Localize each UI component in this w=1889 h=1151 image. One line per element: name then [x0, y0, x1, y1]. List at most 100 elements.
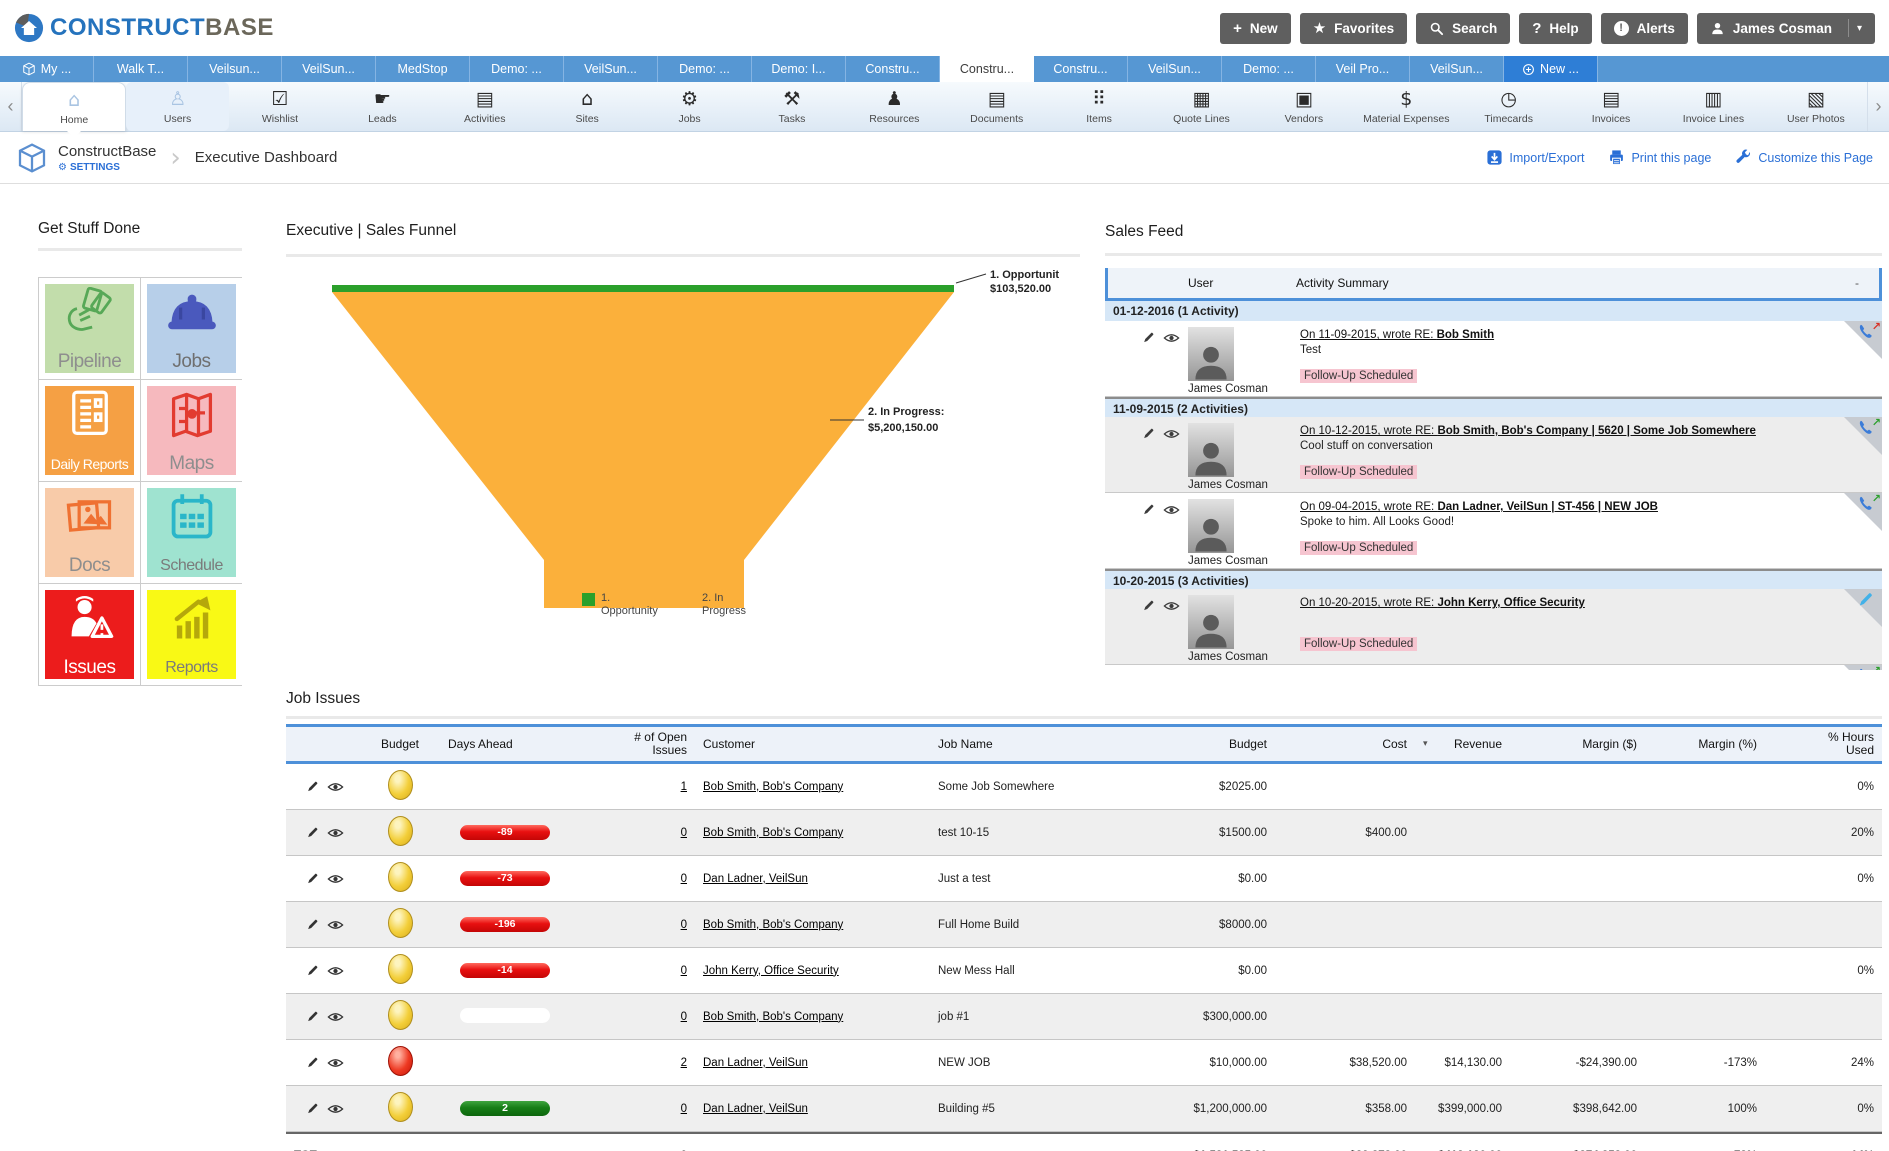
toolbar-item-invoice-lines[interactable]: ▥ Invoice Lines: [1662, 82, 1764, 131]
view-icon[interactable]: [327, 966, 344, 976]
column-header-activity-summary[interactable]: Activity Summary: [1296, 276, 1389, 290]
view-icon[interactable]: [327, 1104, 344, 1114]
edit-icon[interactable]: [1142, 427, 1155, 440]
toolbar-item-documents[interactable]: ▤ Documents: [946, 82, 1048, 131]
open-issues-link[interactable]: 0: [680, 964, 687, 977]
column-header-margin-[interactable]: Margin ($): [1582, 736, 1637, 751]
column-header-days-ahead[interactable]: Days Ahead: [448, 736, 513, 751]
toolbar-item-home[interactable]: ⌂ Home: [22, 82, 127, 138]
toolbar-item-invoices[interactable]: ▤ Invoices: [1560, 82, 1662, 131]
toolbar-item-timecards[interactable]: ◷ Timecards: [1457, 82, 1559, 131]
edit-icon[interactable]: [306, 964, 319, 977]
new-button[interactable]: + New: [1220, 12, 1291, 44]
activity-link[interactable]: On 09-04-2015, wrote RE: Dan Ladner, Vei…: [1300, 501, 1658, 513]
customer-link[interactable]: Dan Ladner, VeilSun: [703, 1056, 808, 1069]
view-icon[interactable]: [327, 1012, 344, 1022]
edit-icon[interactable]: [1142, 331, 1155, 344]
customer-link[interactable]: Bob Smith, Bob's Company: [703, 826, 844, 839]
column-header-job-name[interactable]: Job Name: [938, 736, 993, 751]
edit-icon[interactable]: [306, 918, 319, 931]
edit-icon[interactable]: [306, 1010, 319, 1023]
activity-link[interactable]: On 10-20-2015, wrote RE: John Kerry, Off…: [1300, 597, 1585, 609]
open-issues-link[interactable]: 0: [680, 826, 687, 839]
customer-link[interactable]: Bob Smith, Bob's Company: [703, 918, 844, 931]
sort-arrow-icon[interactable]: ▾: [1423, 738, 1428, 749]
funnel-stage-in-progress[interactable]: [332, 292, 954, 608]
view-icon[interactable]: [1163, 601, 1180, 611]
view-icon[interactable]: [327, 874, 344, 884]
tile-pipeline[interactable]: Pipeline: [45, 284, 134, 373]
app-tab-3[interactable]: Veilsun...: [188, 56, 282, 82]
open-issues-link[interactable]: 0: [680, 918, 687, 931]
tile-schedule[interactable]: Schedule: [147, 488, 236, 577]
app-tab-10[interactable]: Constru...: [846, 56, 940, 82]
help-button[interactable]: ? Help: [1519, 12, 1592, 44]
view-icon[interactable]: [327, 920, 344, 930]
app-tab-15[interactable]: Veil Pro...: [1316, 56, 1410, 82]
open-issues-link[interactable]: 0: [680, 872, 687, 885]
edit-icon[interactable]: [1142, 599, 1155, 612]
column-header--hours-used[interactable]: % Hours Used: [1827, 730, 1874, 757]
open-issues-link[interactable]: 2: [680, 1056, 687, 1069]
phone-call-icon[interactable]: ↗: [1857, 417, 1881, 441]
toolbar-item-user-photos[interactable]: ▧ User Photos: [1765, 82, 1867, 131]
activity-link[interactable]: On 10-12-2015, wrote RE: Bob Smith, Bob'…: [1300, 425, 1756, 437]
customer-link[interactable]: John Kerry, Office Security: [703, 964, 839, 977]
column-header-budget[interactable]: Budget: [380, 736, 420, 751]
toolbar-item-quote-lines[interactable]: ▦ Quote Lines: [1150, 82, 1252, 131]
toolbar-item-items[interactable]: ⠿ Items: [1048, 82, 1150, 131]
user-menu-button[interactable]: James Cosman ▾: [1696, 12, 1875, 44]
tile-reports[interactable]: Reports: [147, 590, 236, 679]
customer-link[interactable]: Bob Smith, Bob's Company: [703, 780, 844, 793]
app-tab-8[interactable]: Demo: ...: [658, 56, 752, 82]
tile-maps[interactable]: Maps: [147, 386, 236, 475]
column-header-user[interactable]: User: [1188, 276, 1214, 290]
phone-call-icon[interactable]: ↗: [1857, 665, 1881, 670]
toolbar-item-vendors[interactable]: ▣ Vendors: [1253, 82, 1355, 131]
view-icon[interactable]: [1163, 505, 1180, 515]
settings-link[interactable]: ⚙ SETTINGS: [58, 161, 120, 173]
view-icon[interactable]: [1163, 333, 1180, 343]
phone-call-icon[interactable]: ↗: [1857, 321, 1881, 345]
toolbar-item-resources[interactable]: ♟ Resources: [843, 82, 945, 131]
note-icon[interactable]: [1857, 591, 1879, 613]
edit-icon[interactable]: [306, 1056, 319, 1069]
open-issues-link[interactable]: 1: [680, 780, 687, 793]
toolbar-item-users[interactable]: ♙ Users: [126, 82, 229, 131]
app-tab-1[interactable]: My ...: [0, 56, 94, 82]
edit-icon[interactable]: [306, 1102, 319, 1115]
column-header-revenue[interactable]: ▾ Revenue: [1423, 736, 1502, 751]
view-icon[interactable]: [327, 782, 344, 792]
toolbar-item-tasks[interactable]: ⚒ Tasks: [741, 82, 843, 131]
column-header-budget[interactable]: Budget: [1228, 736, 1267, 751]
edit-icon[interactable]: [1142, 503, 1155, 516]
column-header-more[interactable]: -: [1855, 276, 1859, 290]
toolbar-item-wishlist[interactable]: ☑ Wishlist: [229, 82, 331, 131]
column-header-cost[interactable]: Cost: [1382, 736, 1407, 751]
phone-call-icon[interactable]: ↗: [1857, 493, 1881, 517]
app-tab-12[interactable]: Constru...: [1034, 56, 1128, 82]
app-tab-6[interactable]: Demo: ...: [470, 56, 564, 82]
customer-link[interactable]: Dan Ladner, VeilSun: [703, 1102, 808, 1115]
edit-icon[interactable]: [306, 780, 319, 793]
view-icon[interactable]: [327, 1058, 344, 1068]
app-tab-5[interactable]: MedStop: [376, 56, 470, 82]
toolbar-item-activities[interactable]: ▤ Activities: [434, 82, 536, 131]
edit-icon[interactable]: [306, 872, 319, 885]
app-tab-16[interactable]: VeilSun...: [1410, 56, 1504, 82]
tile-docs[interactable]: Docs: [45, 488, 134, 577]
page-action-customize-this-page[interactable]: Customize this Page: [1735, 149, 1873, 166]
breadcrumb-app-name[interactable]: ConstructBase: [58, 142, 157, 160]
app-tab-13[interactable]: VeilSun...: [1128, 56, 1222, 82]
tile-issues[interactable]: Issues: [45, 590, 134, 679]
view-icon[interactable]: [327, 828, 344, 838]
customer-link[interactable]: Bob Smith, Bob's Company: [703, 1010, 844, 1023]
toolbar-item-leads[interactable]: ☛ Leads: [331, 82, 433, 131]
app-tab-2[interactable]: Walk T...: [94, 56, 188, 82]
open-issues-link[interactable]: 0: [680, 1102, 687, 1115]
toolbar-scroll-right-icon[interactable]: ›: [1867, 82, 1889, 131]
toolbar-item-jobs[interactable]: ⚙ Jobs: [638, 82, 740, 131]
toolbar-scroll-left-icon[interactable]: ‹: [0, 82, 22, 131]
app-tab-9[interactable]: Demo: I...: [752, 56, 846, 82]
page-action-import-export[interactable]: Import/Export: [1486, 149, 1584, 166]
